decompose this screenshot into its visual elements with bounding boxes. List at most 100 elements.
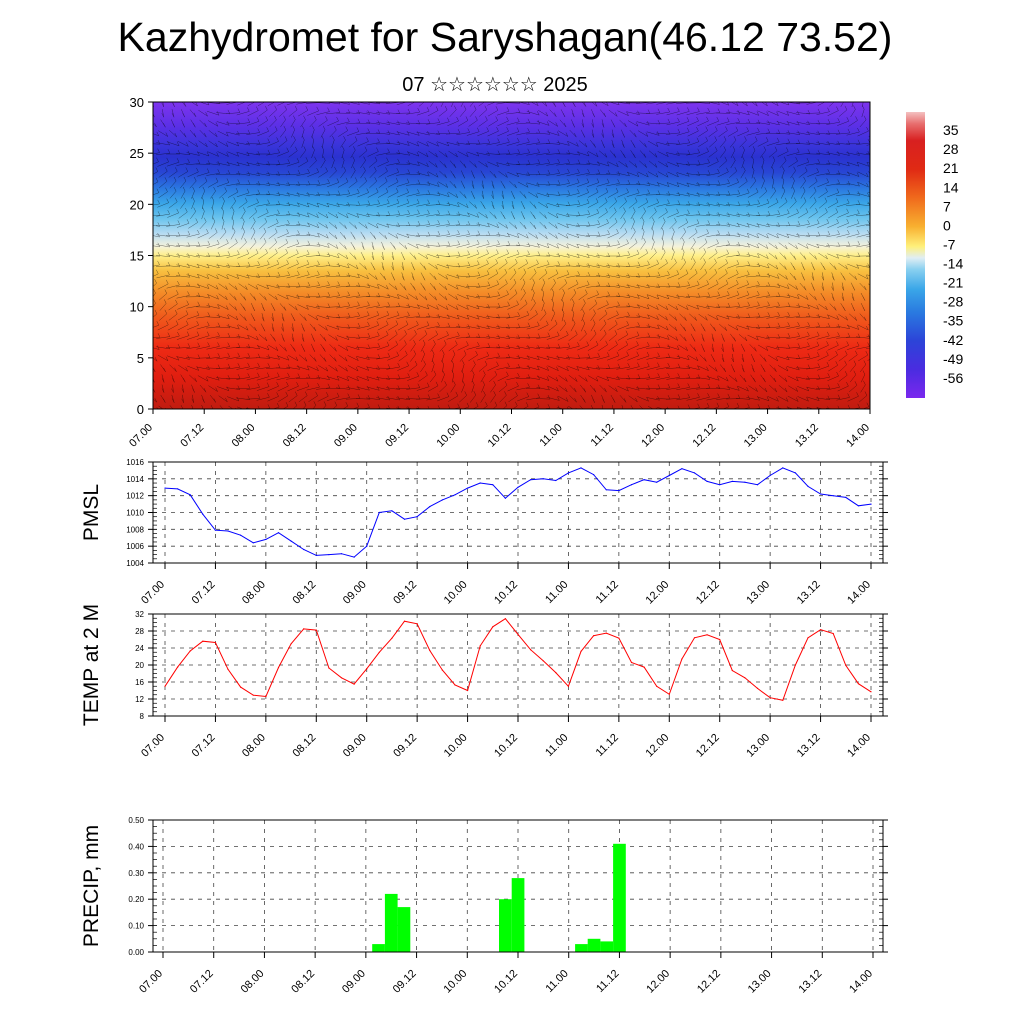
wind-barb bbox=[256, 163, 270, 166]
wind-barb-flag bbox=[657, 396, 660, 401]
wind-barb-flag bbox=[407, 97, 409, 101]
wind-barb bbox=[153, 161, 159, 165]
wind-barb-flag bbox=[617, 102, 620, 106]
pmsl-data-point bbox=[504, 497, 506, 499]
wind-barb bbox=[530, 102, 539, 106]
wind-barb-flag bbox=[374, 156, 378, 162]
wind-barb bbox=[790, 170, 796, 179]
wind-barb bbox=[826, 121, 840, 125]
wind-barb-flag bbox=[323, 401, 327, 406]
wind-barb-flag bbox=[747, 110, 750, 116]
wind-barb-flag bbox=[336, 253, 340, 258]
pmsl-data-point bbox=[441, 499, 443, 501]
wind-barb-flag bbox=[244, 316, 247, 321]
wind-barb-flag bbox=[856, 392, 859, 397]
wind-barb bbox=[291, 129, 295, 138]
wind-barb-flag bbox=[733, 136, 737, 141]
wind-barb-flag bbox=[727, 393, 731, 399]
wind-barb bbox=[869, 313, 870, 315]
wind-barb-flag bbox=[253, 296, 257, 301]
wind-barb bbox=[206, 356, 220, 360]
heatmap-x-tick-label: 12.00 bbox=[639, 422, 667, 450]
wind-barb-flag bbox=[827, 119, 831, 124]
wind-barb-flag bbox=[317, 270, 320, 275]
wind-barb-flag bbox=[455, 340, 458, 345]
wind-barb-flag bbox=[755, 187, 759, 193]
wind-barb-flag bbox=[395, 234, 399, 239]
wind-barb bbox=[646, 275, 660, 278]
pmsl-x-tick-label: 14.00 bbox=[845, 579, 873, 607]
wind-barb bbox=[258, 334, 268, 342]
wind-barb bbox=[437, 141, 449, 147]
wind-barb-flag bbox=[347, 385, 351, 390]
wind-barb bbox=[386, 387, 400, 390]
wind-barb-flag bbox=[417, 179, 421, 184]
wind-barb-flag bbox=[676, 208, 679, 213]
wind-barb-flag bbox=[417, 161, 420, 166]
wind-barb bbox=[666, 121, 680, 126]
wind-barb-flag bbox=[337, 271, 341, 277]
wind-barb bbox=[680, 262, 686, 271]
wind-barb bbox=[538, 110, 548, 117]
wind-barb-flag bbox=[406, 198, 410, 204]
wind-barb-flag bbox=[495, 106, 499, 111]
wind-barb bbox=[217, 386, 229, 391]
wind-barb bbox=[749, 344, 757, 352]
wind-barb bbox=[189, 129, 197, 138]
wind-barb-flag bbox=[517, 363, 521, 369]
wind-barb-flag bbox=[685, 346, 688, 351]
temp-data-point bbox=[328, 667, 330, 669]
wind-barb bbox=[797, 161, 809, 167]
wind-barb bbox=[756, 335, 770, 340]
wind-barb-flag bbox=[555, 377, 559, 382]
wind-barb bbox=[356, 325, 370, 330]
wind-barb bbox=[778, 273, 788, 280]
wind-barb-flag bbox=[878, 335, 880, 339]
wind-barb-flag bbox=[422, 349, 425, 355]
wind-barb-flag bbox=[817, 385, 820, 391]
wind-barb-flag bbox=[363, 235, 366, 240]
wind-barb bbox=[747, 334, 759, 341]
wind-barb bbox=[300, 119, 306, 128]
pmsl-data-point bbox=[240, 534, 242, 536]
wind-barb-flag bbox=[163, 367, 166, 373]
wind-barb-flag bbox=[586, 198, 590, 204]
wind-barb bbox=[376, 152, 390, 156]
wind-barb bbox=[366, 305, 380, 309]
wind-barb-flag bbox=[334, 234, 338, 240]
wind-barb-flag bbox=[837, 323, 841, 329]
wind-barb bbox=[627, 355, 639, 361]
wind-barb-flag bbox=[325, 366, 329, 372]
wind-barb-flag bbox=[571, 298, 575, 304]
wind-barb bbox=[316, 295, 330, 298]
wind-barb bbox=[828, 212, 838, 219]
wind-barb bbox=[316, 202, 330, 208]
wind-barb bbox=[578, 140, 588, 148]
wind-barb-flag bbox=[615, 320, 618, 325]
wind-barb bbox=[386, 223, 400, 227]
wind-barb bbox=[471, 374, 475, 383]
wind-barb-flag bbox=[684, 316, 687, 321]
wind-barb bbox=[826, 152, 840, 156]
wind-barb bbox=[378, 181, 388, 188]
wind-barb bbox=[249, 242, 257, 250]
wind-barb bbox=[286, 102, 298, 106]
wind-barb bbox=[197, 232, 209, 239]
wind-barb bbox=[376, 121, 390, 125]
wind-barb bbox=[797, 242, 809, 249]
wind-barb bbox=[740, 170, 746, 179]
wind-barb-flag bbox=[575, 279, 579, 285]
wind-barb bbox=[428, 262, 438, 270]
wind-barb bbox=[760, 150, 766, 158]
wind-barb bbox=[386, 121, 400, 125]
wind-barb bbox=[449, 180, 457, 189]
wind-barb bbox=[551, 102, 556, 107]
wind-barb bbox=[268, 130, 278, 137]
wind-barb bbox=[312, 405, 316, 409]
wind-barb bbox=[626, 192, 640, 197]
wind-barb-flag bbox=[323, 156, 326, 161]
pmsl-x-tick-label: 11.12 bbox=[594, 579, 621, 606]
wind-barb-flag bbox=[727, 190, 731, 195]
wind-barb-flag bbox=[436, 305, 439, 310]
colorbar-label: 0 bbox=[943, 217, 951, 233]
